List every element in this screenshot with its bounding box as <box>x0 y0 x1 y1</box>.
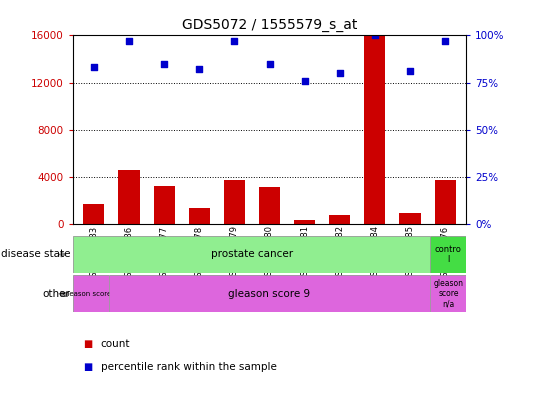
Text: gleason score 8: gleason score 8 <box>63 291 118 297</box>
Text: disease state: disease state <box>1 250 70 259</box>
Bar <box>364 35 385 224</box>
Point <box>160 61 168 67</box>
Text: prostate cancer: prostate cancer <box>211 250 293 259</box>
Point <box>265 61 274 67</box>
Bar <box>329 215 350 224</box>
Text: count: count <box>101 339 130 349</box>
Point <box>300 77 309 84</box>
Text: ■: ■ <box>84 362 93 373</box>
Bar <box>84 204 105 224</box>
Point <box>125 38 133 44</box>
Point <box>371 32 379 39</box>
Bar <box>259 187 280 224</box>
Point <box>195 66 204 72</box>
Bar <box>119 170 140 224</box>
Point <box>230 38 239 44</box>
Text: gleason
score
n/a: gleason score n/a <box>433 279 464 309</box>
Bar <box>294 220 315 224</box>
Text: GDS5072 / 1555579_s_at: GDS5072 / 1555579_s_at <box>182 18 357 32</box>
Bar <box>224 180 245 224</box>
Text: gleason score 9: gleason score 9 <box>229 289 310 299</box>
Bar <box>154 186 175 224</box>
Point <box>441 38 450 44</box>
Point <box>335 70 344 76</box>
Bar <box>189 208 210 224</box>
Bar <box>399 213 420 224</box>
Point <box>89 64 98 71</box>
Bar <box>434 180 455 224</box>
Text: contro
l: contro l <box>435 245 462 264</box>
Text: percentile rank within the sample: percentile rank within the sample <box>101 362 277 373</box>
Point <box>406 68 414 74</box>
Text: other: other <box>42 289 70 299</box>
Text: ■: ■ <box>84 339 93 349</box>
